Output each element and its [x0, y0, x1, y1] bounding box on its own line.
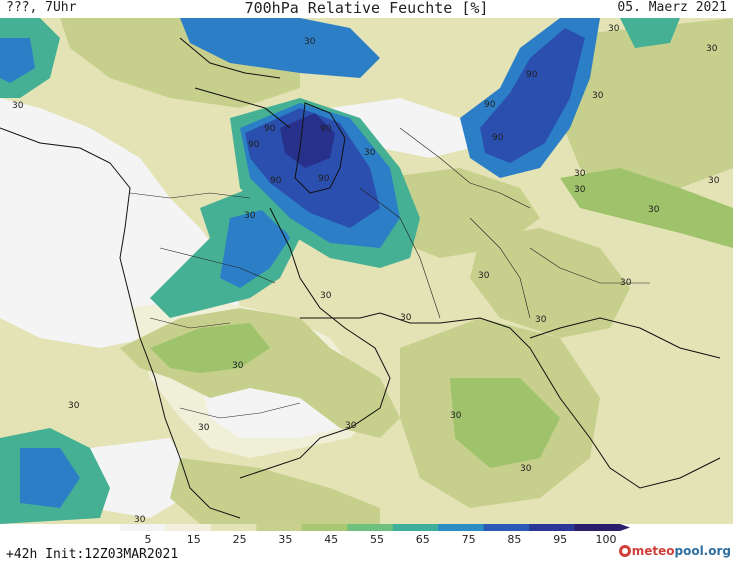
legend-swatch — [256, 524, 303, 531]
contour-label: 30 — [232, 361, 244, 371]
legend-tick-label: 5 — [145, 533, 152, 546]
green-area-east — [560, 168, 733, 248]
contour-label: 30 — [304, 37, 316, 47]
legend-tick-label: 75 — [462, 533, 476, 546]
legend-tick-label: 35 — [278, 533, 292, 546]
legend-tick-label: 85 — [507, 533, 521, 546]
color-legend: 5 15 25 35 45 55 65 75 85 95 100 — [120, 524, 630, 546]
navy-area-caspian — [280, 113, 335, 168]
blue-band-west — [220, 208, 290, 288]
legend-swatch — [574, 524, 621, 531]
contour-label: 30 — [620, 278, 632, 288]
darkblue-band-northeast — [480, 28, 585, 163]
legend-tick-label: 45 — [324, 533, 338, 546]
legend-tick-label: 100 — [596, 533, 617, 546]
contour-label: 30 — [345, 421, 357, 431]
legend-swatch — [120, 524, 166, 531]
contour-label: 30 — [364, 148, 376, 158]
blue-area-northwest — [180, 18, 380, 78]
contour-label: 30 — [574, 185, 586, 195]
contour-label: 90 — [526, 70, 538, 80]
contour-label: 90 — [492, 133, 504, 143]
contour-label: 30 — [134, 515, 146, 524]
legend-arrow — [620, 524, 630, 531]
meteopool-logo-icon — [618, 545, 631, 557]
contour-label: 30 — [608, 24, 620, 34]
blue-area-south-west — [20, 448, 80, 508]
contour-label: 30 — [520, 464, 532, 474]
legend-tick-label: 95 — [553, 533, 567, 546]
forecast-init-label: +42h Init:12Z03MAR2021 — [6, 547, 179, 562]
logo-suffix: pool.org — [674, 544, 731, 558]
contour-label: 30 — [400, 313, 412, 323]
contour-label: 30 — [12, 101, 24, 111]
legend-swatches — [120, 524, 630, 531]
humidity-map[interactable]: 30 30 30 30 30 30 30 30 30 30 30 30 30 3… — [0, 18, 733, 524]
legend-swatch — [483, 524, 530, 531]
contour-label: 30 — [450, 411, 462, 421]
legend-swatch — [347, 524, 394, 531]
teal-area-top-right — [620, 18, 680, 48]
legend-swatch — [210, 524, 257, 531]
blue-area-top-left — [0, 38, 35, 83]
contour-label: 90 — [270, 176, 282, 186]
contour-label: 30 — [198, 423, 210, 433]
contour-label: 90 — [264, 124, 276, 134]
legend-swatch — [301, 524, 348, 531]
legend-swatch — [529, 524, 576, 531]
contour-label: 30 — [478, 271, 490, 281]
meteopool-logo[interactable]: meteo pool.org — [618, 544, 731, 558]
coastlines — [0, 37, 721, 519]
legend-tick-label: 65 — [416, 533, 430, 546]
legend-tick-label: 15 — [187, 533, 201, 546]
olive-area-south — [170, 458, 380, 524]
contour-label: 90 — [248, 140, 260, 150]
contour-label: 30 — [574, 169, 586, 179]
logo-prefix: meteo — [631, 544, 675, 558]
map-title: 700hPa Relative Feuchte [%] — [244, 0, 489, 17]
contour-label: 30 — [708, 176, 720, 186]
country-borders — [129, 127, 650, 419]
contour-label: 90 — [318, 174, 330, 184]
contour-label: 30 — [68, 401, 80, 411]
contour-label: 30 — [320, 291, 332, 301]
darkblue-area-caspian — [245, 108, 380, 228]
legend-swatch — [392, 524, 439, 531]
contour-label: 30 — [244, 211, 256, 221]
green-band-arabia — [150, 323, 270, 373]
contour-label: 30 — [535, 315, 547, 325]
contour-label: 90 — [484, 100, 496, 110]
legend-tick-label: 55 — [370, 533, 384, 546]
contour-label: 90 — [320, 124, 332, 134]
legend-swatch — [165, 524, 212, 531]
legend-ticks: 5 15 25 35 45 55 65 75 85 95 100 — [145, 533, 617, 546]
contour-label: 30 — [648, 205, 660, 215]
contour-label: 30 — [592, 91, 604, 101]
contour-labels: 30 30 30 30 30 30 30 30 30 30 30 30 30 3… — [12, 24, 720, 524]
valid-date-label: 05. Maerz 2021 — [617, 0, 727, 15]
legend-tick-label: 25 — [233, 533, 247, 546]
contour-label: 30 — [706, 44, 718, 54]
legend-swatch — [438, 524, 485, 531]
green-area-arabian-sea — [450, 378, 560, 468]
olive-area-india — [470, 228, 630, 338]
valid-day-label: ???, 7Uhr — [6, 0, 77, 15]
